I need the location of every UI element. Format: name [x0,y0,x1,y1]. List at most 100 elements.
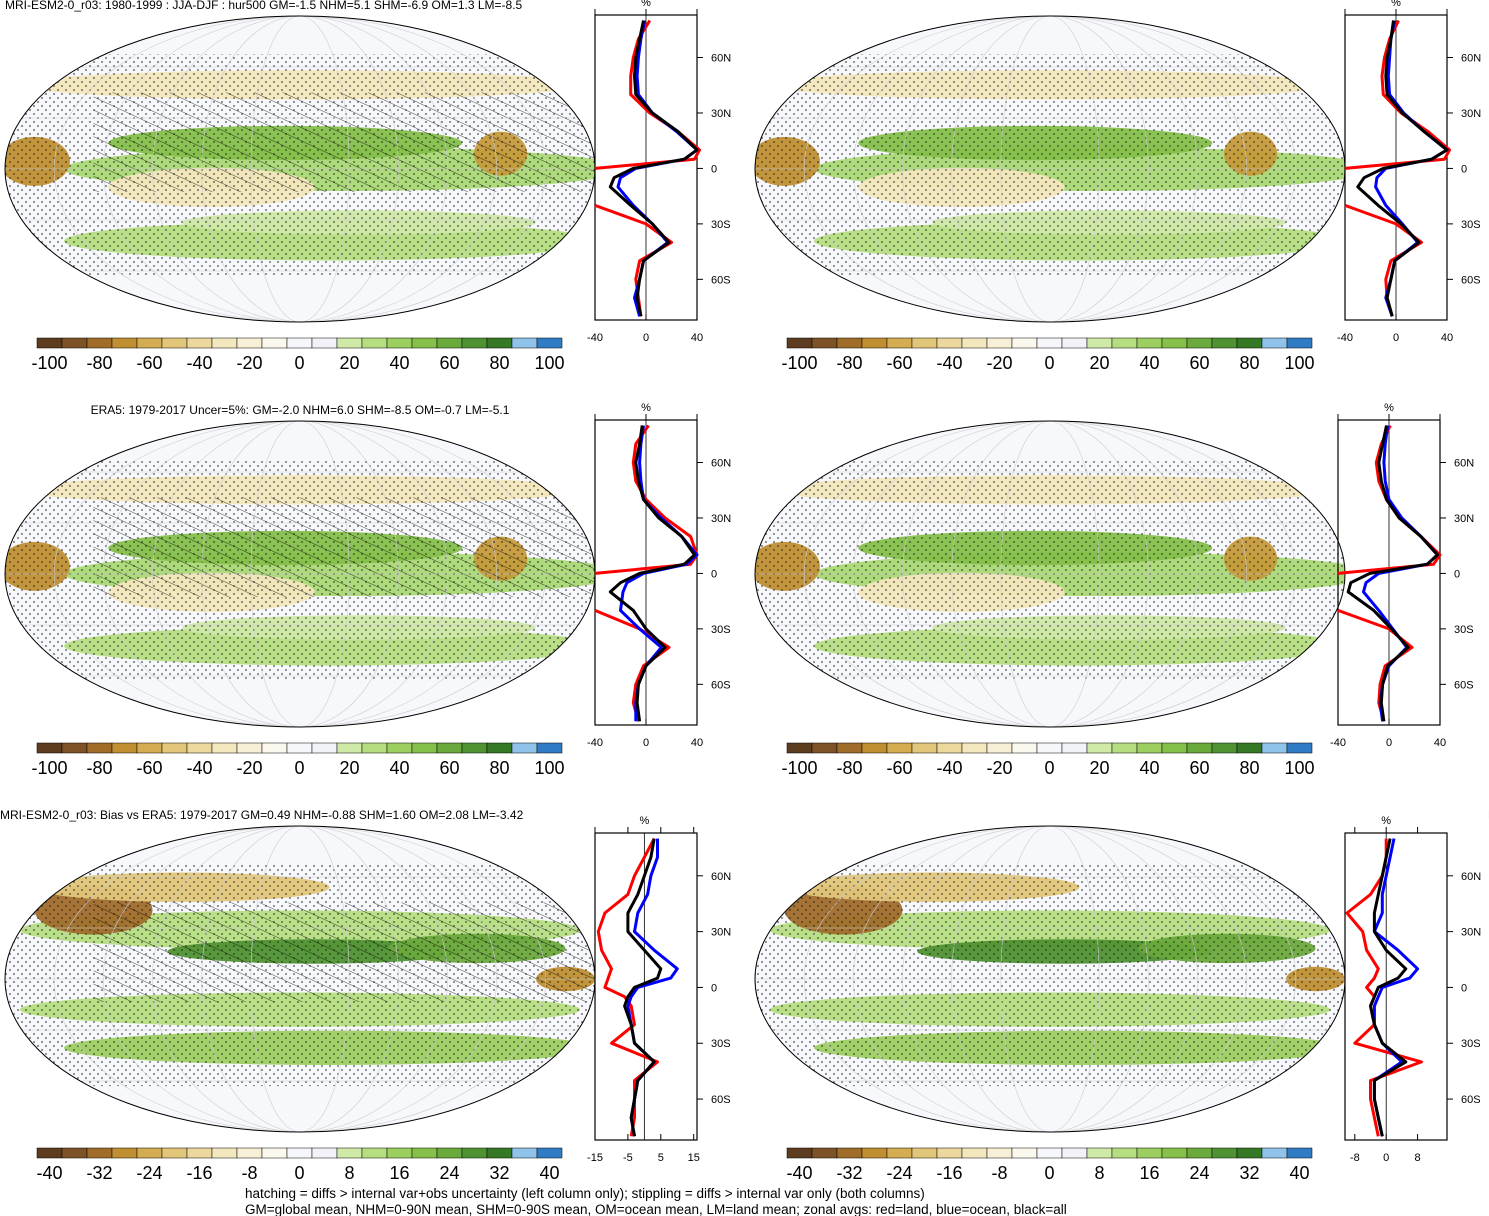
colorbar-label: -80 [86,353,112,373]
colorbar-box [1136,1147,1163,1159]
colorbar-box [486,742,513,754]
colorbar-label: -60 [136,353,162,373]
x-axis-label: % [1381,815,1391,827]
colorbar-box [211,337,238,349]
colorbar-box [336,337,363,349]
y-tick-label: 60S [1461,1094,1481,1106]
colorbar-label: 40 [1139,353,1159,373]
colorbar-label: -8 [991,1163,1007,1183]
colorbar-label: -100 [781,353,817,373]
x-tick-label: 0 [1386,737,1392,749]
y-tick-label: 60N [1461,871,1481,883]
colorbar-box [861,742,888,754]
colorbar-box [311,742,338,754]
colorbar-box [861,337,888,349]
colorbar-box [1261,337,1288,349]
colorbar-box [961,337,988,349]
colorbar-box [1111,337,1138,349]
y-tick-label: 60N [1454,458,1474,470]
colorbar-box [1161,337,1188,349]
colorbar-box [111,337,138,349]
profile-line [1345,838,1423,1137]
colorbar-label: -24 [136,1163,162,1183]
colorbar-label: -80 [86,758,112,778]
x-axis-label: % [641,402,651,414]
colorbar-box [1036,337,1063,349]
colorbar-box [986,1147,1013,1159]
colorbar-box [936,742,963,754]
colorbar-box [1186,1147,1213,1159]
colorbar-box [236,742,263,754]
y-tick-label: 0 [711,982,717,994]
colorbar-box [211,1147,238,1159]
colorbar-label: -20 [986,353,1012,373]
colorbar-box [1186,742,1213,754]
colorbar-box [1261,742,1288,754]
profile-line [608,425,696,722]
colorbar-label: 100 [1284,353,1314,373]
colorbar-label: -32 [86,1163,112,1183]
colorbar-label: -40 [186,353,212,373]
colorbar-label: 32 [1239,1163,1259,1183]
colorbar-box [911,1147,938,1159]
y-tick-label: 30N [1461,108,1481,120]
colorbar-box [786,337,813,349]
colorbar-label: -80 [836,758,862,778]
y-tick-label: 30S [1461,219,1481,231]
colorbar-box [511,337,538,349]
x-tick-label: 8 [1415,1152,1421,1164]
colorbar-label: 0 [1044,1163,1054,1183]
footnote: hatching = diffs > internal var+obs unce… [245,1186,925,1201]
colorbar-label: 20 [339,758,359,778]
y-tick-label: 60S [711,1094,731,1106]
colorbar-box [1036,742,1063,754]
colorbar-box [386,1147,413,1159]
colorbar-box [336,1147,363,1159]
x-axis-label: % [641,0,651,9]
colorbar-box [936,1147,963,1159]
colorbar-label: -100 [31,353,67,373]
colorbar-box [1286,1147,1313,1159]
colorbar-box [1286,337,1313,349]
colorbar-label: 0 [294,353,304,373]
colorbar-box [336,742,363,754]
colorbar-box [361,1147,388,1159]
y-tick-label: 30N [711,513,731,525]
colorbar-box [61,1147,88,1159]
x-axis-label: % [1384,402,1394,414]
x-tick-label: -40 [1337,332,1353,344]
map [755,421,1345,727]
colorbar-box [836,1147,863,1159]
x-tick-label: 0 [643,332,649,344]
hatching [93,497,595,597]
colorbar-box [1011,742,1038,754]
stippling [755,54,1345,277]
colorbar-box [786,742,813,754]
colorbar-box [136,742,163,754]
colorbar-box [1061,742,1088,754]
colorbar-label: 20 [1089,353,1109,373]
colorbar-box [261,1147,288,1159]
x-tick-label: -40 [587,332,603,344]
profile-line [596,837,659,1137]
colorbar-label: -32 [836,1163,862,1183]
colorbar-label: 40 [1289,1163,1309,1183]
x-axis-label: % [1391,0,1401,9]
y-tick-label: 0 [711,163,717,175]
x-tick-label: 40 [691,737,703,749]
colorbar-label: 60 [1189,353,1209,373]
y-tick-label: 0 [1461,982,1467,994]
colorbar-box [811,1147,838,1159]
colorbar-box [386,742,413,754]
panel-title: ERA5: 1979-2017 Uncer=5%: GM=-2.0 NHM=6.… [91,403,510,417]
colorbar-label: -40 [36,1163,62,1183]
colorbar-label: 40 [389,758,409,778]
map [755,16,1345,322]
colorbar-label: 40 [539,1163,559,1183]
colorbar-label: 0 [1044,353,1054,373]
colorbar-box [986,742,1013,754]
y-tick-label: 60N [711,871,731,883]
profile-line [594,19,701,317]
colorbar-box [961,742,988,754]
colorbar-box [1086,742,1113,754]
